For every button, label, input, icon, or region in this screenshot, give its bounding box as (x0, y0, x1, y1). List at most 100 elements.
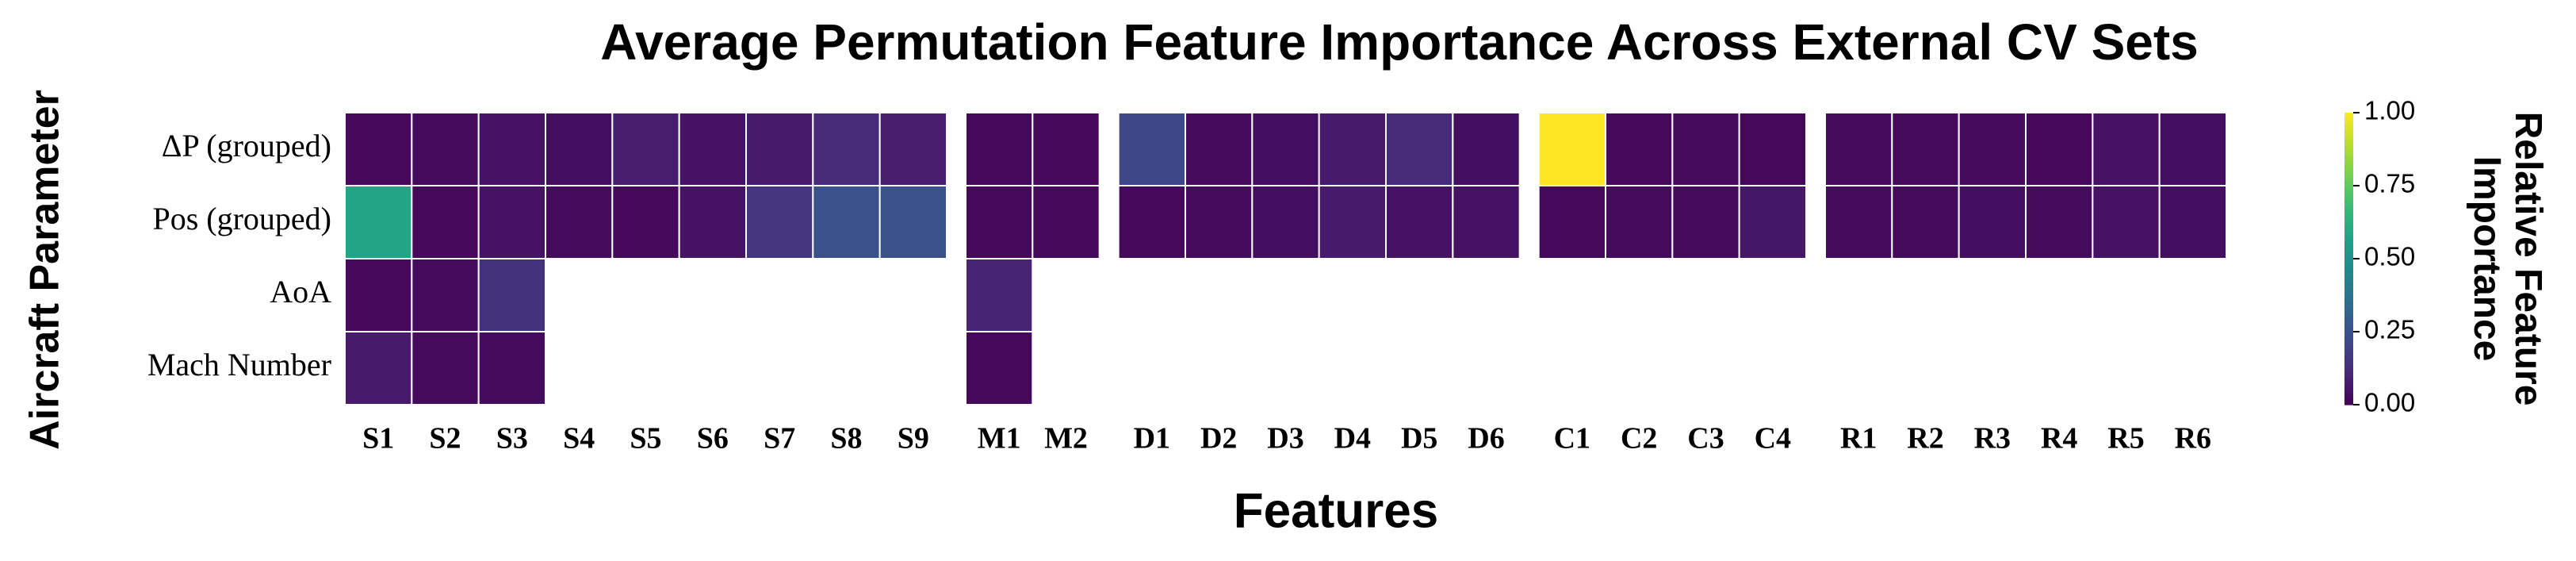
heatmap-cell (344, 185, 413, 259)
colorbar-segment (2344, 162, 2353, 166)
heatmap-cell (411, 112, 480, 186)
colorbar-segment (2344, 167, 2353, 172)
colorbar-segment (2344, 232, 2353, 236)
colorbar-segment (2344, 191, 2353, 195)
heatmap-cell (1671, 112, 1740, 186)
heatmap-cell (812, 112, 881, 186)
colorbar-segment (2344, 386, 2353, 391)
colorbar-segment (2344, 393, 2353, 397)
colorbar-segment (2344, 141, 2353, 146)
colorbar-segment (2344, 223, 2353, 228)
x-tick-label: D5 (1401, 422, 1437, 455)
colorbar-segment (2344, 259, 2353, 263)
colorbar-title: Relative FeatureImportance (2466, 112, 2549, 406)
colorbar-segment (2344, 235, 2353, 239)
x-tick-label: S3 (496, 422, 528, 455)
x-tick-label: C4 (1755, 422, 1791, 455)
colorbar-segment (2344, 352, 2353, 356)
colorbar-segment (2344, 369, 2353, 374)
colorbar-segment (2344, 378, 2353, 382)
colorbar-segment (2344, 183, 2353, 186)
heatmap-cell (611, 112, 680, 186)
heatmap-cell (878, 112, 947, 186)
heatmap-cell (1452, 112, 1521, 186)
colorbar-segment (2344, 212, 2353, 216)
colorbar-segment (2344, 127, 2353, 131)
heatmap-cell (2158, 185, 2228, 259)
colorbar-segment (2344, 176, 2353, 181)
colorbar-segment (2344, 360, 2353, 365)
heatmap-cell (1185, 112, 1254, 186)
heatmap-cell (477, 258, 547, 332)
colorbar-segment (2344, 165, 2353, 169)
heatmap-cell (1318, 112, 1387, 186)
colorbar-segment (2344, 203, 2353, 207)
x-tick-label: R6 (2175, 422, 2211, 455)
colorbar-segment (2344, 130, 2353, 134)
heatmap-cell (965, 258, 1034, 332)
colorbar-tick-label: 0.25 (2364, 315, 2415, 344)
x-tick-label: S4 (563, 422, 595, 455)
heatmap-cell (1185, 185, 1254, 259)
heatmap-cell (1385, 112, 1454, 186)
x-tick-label: M2 (1044, 422, 1088, 455)
colorbar-tick-label: 0.50 (2364, 242, 2415, 271)
heatmap-cell (1958, 185, 2027, 259)
heatmap-cell (545, 185, 614, 259)
colorbar-segment (2344, 217, 2353, 221)
colorbar-segment (2344, 240, 2353, 245)
y-axis-title: Aircraft Parameter (22, 90, 68, 450)
heatmap-cell (745, 112, 814, 186)
heatmap-cell (411, 331, 480, 405)
heatmap-cell (344, 331, 413, 405)
colorbar-segment (2344, 264, 2353, 268)
colorbar-segment (2344, 139, 2353, 143)
colorbar-segment (2344, 349, 2353, 353)
heatmap-cell (678, 112, 748, 186)
colorbar-segment (2344, 270, 2353, 274)
x-tick-label: C1 (1554, 422, 1590, 455)
colorbar-segment (2344, 340, 2353, 344)
heatmap-cell (477, 331, 547, 405)
colorbar-segment (2344, 179, 2353, 183)
colorbar-segment (2344, 226, 2353, 230)
heatmap-cell (965, 331, 1034, 405)
heatmap-cell (344, 258, 413, 332)
colorbar-segment (2344, 247, 2353, 251)
x-tick-label: D6 (1468, 422, 1504, 455)
heatmap-cell (1891, 112, 1960, 186)
colorbar-segment (2344, 148, 2353, 152)
colorbar-segment (2344, 221, 2353, 225)
x-tick-label: D4 (1334, 422, 1371, 455)
y-tick-label: Mach Number (147, 347, 331, 382)
colorbar-segment (2344, 294, 2353, 298)
colorbar-tick-label: 0.75 (2364, 169, 2415, 198)
colorbar-segment (2344, 313, 2353, 318)
colorbar-tick-label: 1.00 (2364, 96, 2415, 125)
heatmap-cell (1605, 112, 1674, 186)
heatmap-cell (411, 185, 480, 259)
colorbar-segment (2344, 305, 2353, 309)
colorbar-segment (2344, 113, 2353, 117)
colorbar-segment (2344, 273, 2353, 277)
colorbar-segment (2344, 402, 2353, 405)
colorbar-segment (2344, 206, 2353, 210)
heatmap-cell (2025, 185, 2094, 259)
x-tick-label: R1 (1840, 422, 1877, 455)
x-tick-label: R3 (1974, 422, 2011, 455)
x-tick-label: R2 (1907, 422, 1943, 455)
colorbar-segment (2344, 121, 2353, 125)
x-tick-label: D3 (1267, 422, 1303, 455)
colorbar-segment (2344, 329, 2353, 332)
colorbar-segment (2344, 282, 2353, 286)
colorbar-segment (2344, 332, 2353, 336)
colorbar-segment (2344, 311, 2353, 315)
x-tick-label: S8 (830, 422, 862, 455)
heatmap-cell (477, 185, 547, 259)
heatmap-cell (812, 185, 881, 259)
colorbar-segment (2344, 334, 2353, 338)
colorbar-segment (2344, 372, 2353, 376)
colorbar-segment (2344, 115, 2353, 119)
heatmap-cell (678, 185, 748, 259)
